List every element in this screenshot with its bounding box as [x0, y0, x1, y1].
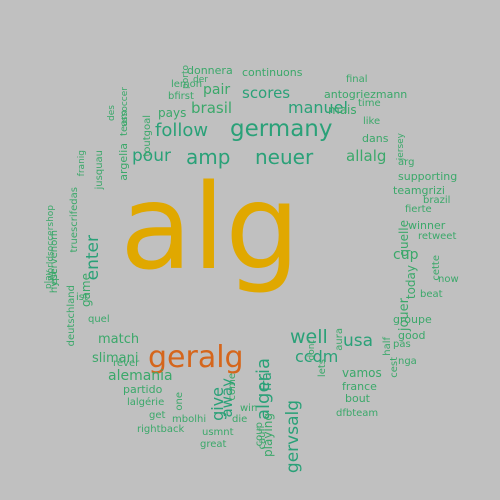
cloud-word: usmnt — [202, 427, 234, 438]
cloud-word: alg — [120, 158, 300, 296]
cloud-word: come — [227, 373, 238, 401]
cloud-word: dfbteam — [336, 408, 379, 419]
cloud-word: retweet — [418, 231, 457, 242]
cloud-word: amp — [186, 145, 231, 169]
cloud-word: lets — [317, 359, 328, 378]
cloud-word: porto — [181, 65, 191, 89]
cloud-word: winner — [408, 219, 446, 232]
cloud-word: half — [382, 337, 393, 356]
cloud-word: follow — [155, 120, 209, 141]
cloud-word: lemon — [171, 79, 203, 90]
cloud-word: great — [200, 439, 227, 450]
cloud-word: usa — [343, 331, 374, 351]
cloud-word: ussoccer — [120, 87, 130, 127]
cloud-word: lalgérie — [127, 397, 165, 408]
cloud-word: rightback — [137, 424, 185, 435]
cloud-word: quel — [88, 314, 110, 325]
cloud-word: gervsalg — [283, 400, 303, 474]
cloud-word: match — [98, 332, 140, 347]
cloud-word: france — [342, 380, 377, 393]
cloud-word: cup — [393, 247, 419, 263]
cloud-word: arg — [398, 157, 415, 168]
cloud-word: donnera — [187, 64, 233, 77]
cloud-word: today — [404, 265, 418, 300]
cloud-word: get — [149, 410, 166, 421]
cloud-word: manuel — [288, 98, 348, 117]
cloud-word: mais — [328, 103, 357, 117]
cloud-word: antogriezmann — [324, 88, 408, 101]
cloud-word: bfirst — [168, 91, 194, 102]
cloud-word: rêver — [113, 358, 140, 369]
cloud-word: franig — [77, 150, 87, 177]
cloud-word: ist — [76, 292, 88, 303]
cloud-word: bout — [345, 392, 370, 405]
cloud-word: beat — [420, 289, 443, 300]
cloud-word: dans — [362, 132, 389, 145]
cloud-word: win — [240, 403, 258, 414]
cloud-word: cauf — [257, 428, 268, 450]
cloud-word: jersey — [396, 133, 406, 161]
cloud-word: groupe — [393, 313, 432, 326]
cloud-word: truescrifedas — [69, 187, 80, 253]
cloud-word: toutgoal — [142, 115, 153, 157]
cloud-word: time — [358, 98, 381, 109]
cloud-word: pas — [393, 339, 411, 350]
cloud-word: dont — [307, 340, 317, 361]
cloud-word: neuer — [255, 145, 314, 169]
cloud-word: good — [398, 329, 426, 342]
cloud-word: der — [193, 75, 208, 85]
cloud-word: die — [232, 414, 248, 425]
cloud-word: des — [107, 105, 117, 121]
cloud-word: like — [363, 116, 381, 127]
cloud-word: germany — [230, 116, 333, 142]
cloud-word: scores — [242, 84, 291, 102]
cloud-word: supporting — [398, 170, 458, 183]
cloud-word: teamgrizi — [393, 184, 445, 197]
cloud-word: brasil — [191, 99, 233, 117]
cloud-word: slimani — [92, 351, 139, 366]
cloud-word: alemania — [108, 368, 173, 384]
cloud-word: allalg — [346, 147, 387, 165]
cloud-word: vamos — [342, 366, 382, 380]
cloud-word: pour — [132, 146, 171, 166]
cloud-word: ccdm — [295, 347, 339, 366]
cloud-word: now — [438, 274, 459, 285]
cloud-word: argelia — [117, 143, 130, 181]
cloud-word: pair — [203, 82, 231, 98]
cloud-word: jusquau — [94, 150, 105, 190]
cloud-word: final — [346, 74, 368, 85]
cloud-word: brazil — [423, 195, 451, 206]
cloud-word: one — [174, 392, 185, 411]
cloud-word: mbolhi — [172, 414, 207, 425]
cloud-word: fra — [259, 372, 275, 392]
cloud-word: pays — [158, 106, 187, 120]
cloud-word: continuons — [242, 66, 303, 79]
cloud-word: nga — [398, 356, 417, 367]
cloud-word: partido — [123, 383, 163, 396]
cloud-word: fierte — [405, 204, 432, 215]
cloud-word: deutschland — [66, 285, 77, 347]
cloud-word: aura — [334, 328, 345, 351]
cloud-word: geralg — [148, 340, 244, 375]
cloud-word: worldsoccershop — [46, 205, 56, 281]
cloud-word: well — [290, 326, 328, 348]
